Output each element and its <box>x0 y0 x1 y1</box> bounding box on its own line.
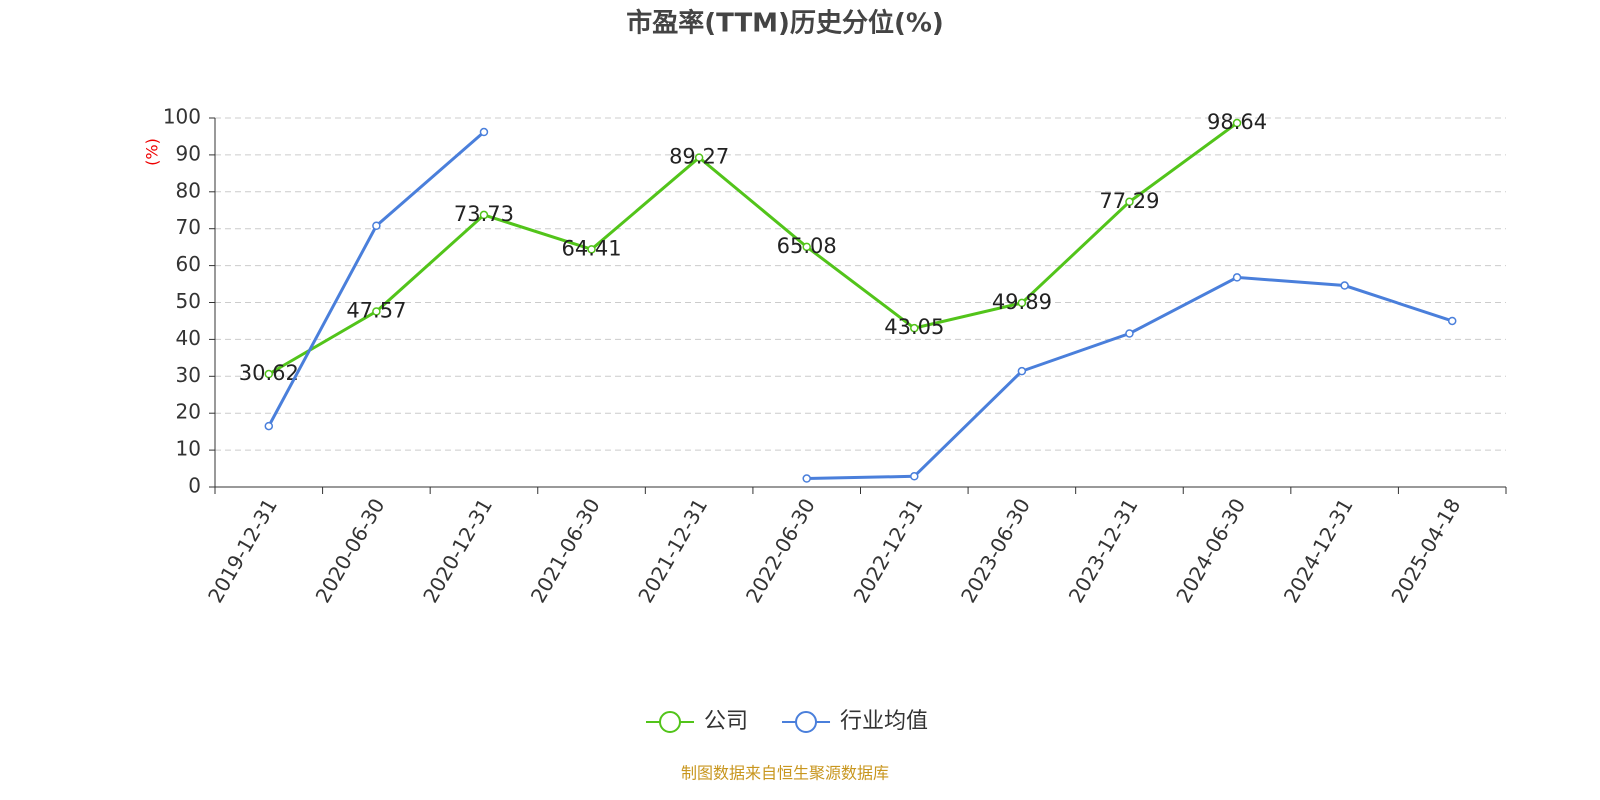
point <box>1017 298 1027 308</box>
data-label: 64.41 <box>561 236 621 260</box>
point <box>1447 316 1457 326</box>
data-label: 73.73 <box>454 202 514 226</box>
x-tick-label: 2021-12-31 <box>633 494 712 607</box>
data-label: 47.57 <box>346 298 406 322</box>
y-tick-label: 70 <box>176 215 201 239</box>
legend-marker <box>795 711 818 733</box>
y-tick-label: 100 <box>163 105 201 129</box>
y-tick-label: 40 <box>176 326 201 350</box>
point <box>264 421 274 431</box>
data-label: 43.05 <box>884 315 944 339</box>
y-tick-label: 10 <box>176 437 201 461</box>
x-tick-label: 2025-04-18 <box>1386 494 1465 607</box>
point <box>1340 281 1349 290</box>
x-tick-label: 2022-12-31 <box>848 494 927 607</box>
data-label: 98.64 <box>1207 110 1267 134</box>
x-tick-label: 2024-06-30 <box>1171 494 1250 607</box>
point <box>910 323 919 333</box>
point <box>1232 118 1242 128</box>
point <box>479 210 489 220</box>
x-tick-label: 2023-12-31 <box>1064 494 1143 607</box>
series-line <box>268 121 1238 376</box>
data-label: 89.27 <box>669 145 729 169</box>
legend-label: 行业均值 <box>840 709 928 734</box>
point <box>694 153 704 162</box>
y-tick-label: 30 <box>176 363 201 387</box>
y-tick-label: 80 <box>176 178 201 202</box>
x-tick-label: 2020-06-30 <box>311 494 390 607</box>
point <box>1232 273 1242 282</box>
data-label: 77.29 <box>1099 189 1159 213</box>
x-tick-label: 2024-12-31 <box>1279 494 1358 607</box>
y-tick-label: 90 <box>176 141 201 165</box>
y-tick-label: 50 <box>176 289 201 313</box>
y-tick-label: 60 <box>176 252 201 276</box>
data-label: 49.89 <box>992 290 1052 314</box>
point <box>587 245 596 254</box>
source-note: 制图数据来自恒生聚源数据库 <box>681 764 889 783</box>
legend-marker <box>659 711 681 733</box>
point <box>372 307 381 316</box>
x-tick-label: 2019-12-31 <box>203 494 282 607</box>
point <box>910 472 919 481</box>
point <box>1125 197 1134 207</box>
chart-title: 市盈率(TTM)历史分位(%) <box>626 8 944 39</box>
legend-label: 公司 <box>704 709 748 734</box>
y-axis-label: (%) <box>143 138 162 166</box>
x-tick-label: 2020-12-31 <box>418 494 497 607</box>
point <box>372 221 381 230</box>
data-label: 30.62 <box>239 361 299 385</box>
x-tick-label: 2023-06-30 <box>956 494 1035 607</box>
point <box>479 127 489 137</box>
point <box>802 242 811 252</box>
x-tick-label: 2022-06-30 <box>741 494 820 607</box>
point <box>1125 329 1134 338</box>
y-tick-label: 0 <box>188 474 201 498</box>
x-tick-label: 2021-06-30 <box>526 494 605 607</box>
point <box>802 474 811 483</box>
series-line <box>267 130 1453 481</box>
point <box>1017 366 1027 376</box>
y-tick-label: 20 <box>176 400 201 424</box>
data-label: 65.08 <box>777 234 837 258</box>
point <box>264 369 274 379</box>
